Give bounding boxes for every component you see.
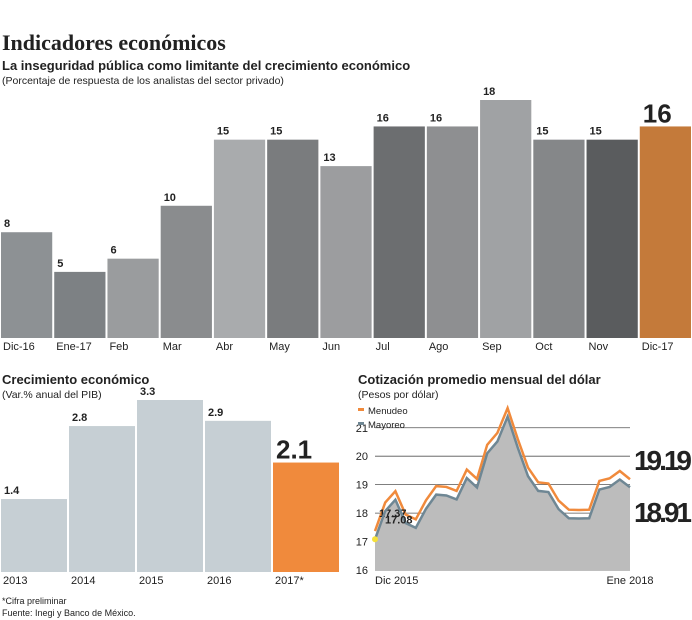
chart-subtitle: (Pesos por dólar) bbox=[358, 389, 439, 401]
value-label: 15 bbox=[217, 126, 229, 138]
area bbox=[375, 416, 630, 570]
value-label: 16 bbox=[430, 112, 442, 124]
value-label: 16 bbox=[643, 98, 672, 128]
x-tick-label: Abr bbox=[216, 341, 233, 353]
bar bbox=[54, 271, 106, 338]
x-tick-label: Jun bbox=[322, 341, 340, 353]
y-tick-label: 16 bbox=[356, 565, 368, 577]
bar bbox=[160, 205, 212, 338]
y-tick-label: 19 bbox=[356, 480, 368, 492]
page-title: Indicadores económicos bbox=[2, 30, 226, 55]
value-label: 15 bbox=[536, 126, 548, 138]
y-tick-label: 18 bbox=[356, 508, 368, 520]
value-label: 1.4 bbox=[4, 485, 20, 497]
bar bbox=[205, 420, 271, 572]
value-label: 2.1 bbox=[276, 435, 312, 465]
x-tick-label: Feb bbox=[109, 341, 128, 353]
x-tick-label: Ago bbox=[429, 341, 449, 353]
bar bbox=[639, 126, 691, 338]
x-tick-label: 2015 bbox=[139, 575, 163, 587]
x-tick-label: Mar bbox=[163, 341, 182, 353]
value-label: 6 bbox=[110, 245, 116, 257]
bar bbox=[480, 100, 532, 338]
x-tick-label: Oct bbox=[535, 341, 552, 353]
value-label: 8 bbox=[4, 218, 10, 230]
bar bbox=[426, 126, 479, 338]
y-tick-label: 21 bbox=[356, 423, 368, 435]
x-tick-label: Dic 2015 bbox=[375, 575, 418, 587]
legend-label: Mayoreo bbox=[368, 420, 405, 431]
bar bbox=[69, 426, 135, 572]
x-tick-label: Dic-17 bbox=[642, 341, 674, 353]
value-label: 5 bbox=[57, 258, 63, 270]
x-tick-label: Sep bbox=[482, 341, 502, 353]
x-tick-label: Jul bbox=[376, 341, 390, 353]
x-tick-label: 2017* bbox=[275, 575, 304, 587]
y-tick-label: 20 bbox=[356, 451, 368, 463]
value-label: 15 bbox=[590, 126, 602, 138]
x-tick-label: May bbox=[269, 341, 290, 353]
value-label: 15 bbox=[270, 126, 282, 138]
value-label: 16 bbox=[377, 112, 389, 124]
x-tick-label: 2014 bbox=[71, 575, 95, 587]
bar bbox=[586, 139, 638, 338]
x-tick-label: 2016 bbox=[207, 575, 231, 587]
bar bbox=[107, 258, 159, 338]
value-label: 18.91 bbox=[634, 497, 692, 528]
chart-subtitle: (Porcentaje de respuesta de los analista… bbox=[2, 75, 284, 87]
x-tick-label: Nov bbox=[589, 341, 609, 353]
chart-title: Crecimiento económico bbox=[2, 372, 149, 387]
value-label: 10 bbox=[164, 192, 176, 204]
footnote: *Cifra preliminar bbox=[2, 596, 67, 606]
legend-label: Menudeo bbox=[368, 406, 408, 417]
bar bbox=[137, 400, 203, 572]
chart-title: La inseguridad pública como limitante de… bbox=[2, 58, 410, 73]
bar bbox=[320, 166, 372, 338]
bar bbox=[273, 462, 339, 572]
footnote: Fuente: Inegi y Banco de México. bbox=[2, 608, 136, 618]
chart-subtitle: (Var.% anual del PIB) bbox=[2, 389, 102, 401]
value-label: 2.8 bbox=[72, 412, 87, 424]
legend-swatch bbox=[358, 408, 364, 411]
x-tick-label: Ene-17 bbox=[56, 341, 91, 353]
legend-swatch bbox=[358, 422, 364, 425]
value-label: 2.9 bbox=[208, 407, 223, 419]
x-tick-label: 2013 bbox=[3, 575, 27, 587]
line bbox=[373, 413, 631, 540]
chart-title: Cotización promedio mensual del dólar bbox=[358, 372, 601, 387]
value-label: 13 bbox=[323, 152, 335, 164]
bar bbox=[1, 232, 53, 338]
bar bbox=[267, 139, 319, 338]
x-tick-label: Dic-16 bbox=[3, 341, 35, 353]
line bbox=[373, 404, 631, 532]
start-dot bbox=[372, 536, 378, 543]
bar bbox=[213, 139, 266, 338]
value-label: 3.3 bbox=[140, 386, 155, 398]
bar bbox=[373, 126, 425, 338]
y-tick-label: 17 bbox=[356, 537, 368, 549]
bar bbox=[1, 499, 67, 572]
value-label: 17.08 bbox=[385, 514, 413, 526]
x-tick-label: Ene 2018 bbox=[606, 575, 653, 587]
value-label: 19.19 bbox=[634, 445, 692, 476]
value-label: 18 bbox=[483, 86, 495, 98]
bar bbox=[533, 139, 585, 338]
